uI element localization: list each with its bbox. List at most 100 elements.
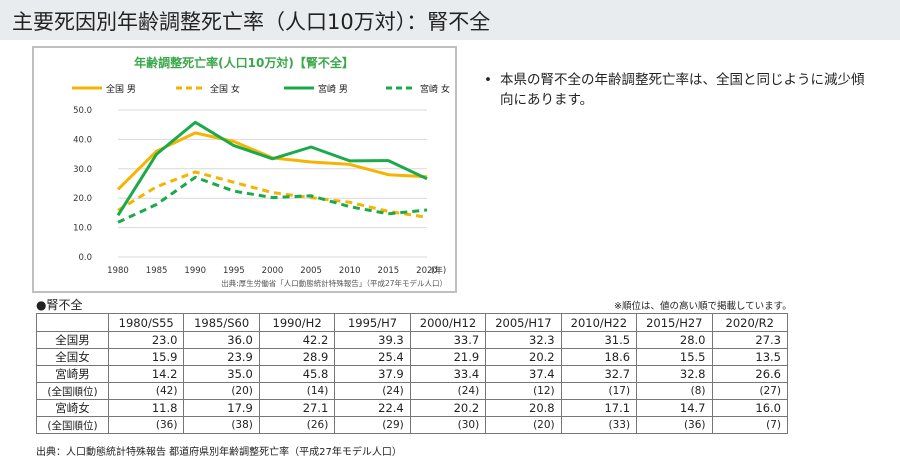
y-tick-label: 20.0 xyxy=(73,194,92,204)
table-row-label: (全国順位) xyxy=(36,382,109,400)
legend-label: 全国 女 xyxy=(210,83,240,95)
table-cell: (7) xyxy=(711,416,788,434)
table-header-cell xyxy=(36,313,109,332)
x-tick-label: 2010 xyxy=(339,266,361,276)
table-cell: (24) xyxy=(334,382,411,400)
x-tick-label: 1995 xyxy=(223,266,245,276)
table-row-label: 宮崎女 xyxy=(36,399,109,417)
table-header-cell: 2000/H12 xyxy=(409,313,487,332)
table-row: (全国順位) (42) (20) (14) (24) (24) (12) (17) (8) (27… xyxy=(36,382,788,400)
table-cell: 14.7 xyxy=(636,399,713,417)
summary-text: 本県の腎不全の年齢調整死亡率は、全国と同じように減少傾向にあります。 xyxy=(500,72,865,108)
line-chart: 年齢調整死亡率(人口10万対)【腎不全】全国 男 全国 女 宮崎 男 宮崎 女 50.0… xyxy=(72,55,450,288)
x-tick-label: 1990 xyxy=(184,266,206,276)
table-cell: 25.4 xyxy=(334,348,411,366)
table-cell: (20) xyxy=(485,416,562,434)
chart-title: 年齢調整死亡率(人口10万対)【腎不全】 xyxy=(134,55,354,70)
table-cell: (14) xyxy=(258,382,336,400)
table-header-cell: 1990/H2 xyxy=(258,313,336,332)
table-cell: 14.2 xyxy=(107,365,185,383)
series-line xyxy=(116,120,428,217)
chart-source: 出典:厚生労働省「人口動態統計特殊報告」（平成27年モデル人口） xyxy=(221,278,447,288)
table-cell: (36) xyxy=(636,416,713,434)
table-cell: (33) xyxy=(560,416,638,434)
x-tick-label: 2015 xyxy=(378,266,400,276)
legend-label: 宮崎 男 xyxy=(318,83,348,95)
title-bar: 主要死因別年齢調整死亡率（人口10万対）：腎不全 xyxy=(0,0,900,40)
table-section-label: ●腎不全 xyxy=(36,298,83,312)
y-tick-label: 30.0 xyxy=(73,165,92,175)
rank-note: ※順位は、値の高い順で掲載しています。 xyxy=(614,301,792,312)
table-row-label: (全国順位) xyxy=(36,416,109,434)
table-cell: 33.7 xyxy=(409,331,487,349)
table-cell: 45.8 xyxy=(258,365,336,383)
x-tick-label: 1985 xyxy=(146,266,168,276)
series-line xyxy=(117,175,428,224)
table-cell: 18.6 xyxy=(560,348,638,366)
table-cell: 36.0 xyxy=(183,331,260,349)
table-row: (全国順位) (36) (38) (26) (29) (30) (20) (33) (36) (7… xyxy=(36,416,788,434)
table-header-cell: 2020/R2 xyxy=(711,313,788,332)
table-cell: (8) xyxy=(636,382,713,400)
table-cell: (20) xyxy=(183,382,260,400)
table-row: 全国女 15.9 23.9 28.9 25.4 21.9 20.2 18.6 15.5 13.5 xyxy=(36,348,788,366)
table-header-cell: 2005/H17 xyxy=(485,313,562,332)
series-line xyxy=(117,170,428,219)
table-cell: 17.9 xyxy=(183,399,260,417)
table-row: 宮崎女 11.8 17.9 27.1 22.4 20.2 20.8 17.1 14.7 16.0 xyxy=(36,399,788,417)
table-cell: (17) xyxy=(560,382,638,400)
table-cell: 31.5 xyxy=(560,331,638,349)
y-tick-label: 40.0 xyxy=(73,135,92,145)
table-cell: 13.5 xyxy=(711,348,788,366)
table-cell: 33.4 xyxy=(409,365,487,383)
table-cell: 20.8 xyxy=(485,399,562,417)
table-cell: 39.3 xyxy=(334,331,411,349)
x-tick-label: 2000 xyxy=(262,266,284,276)
bullet-dot: • xyxy=(484,72,492,88)
table-cell: 16.0 xyxy=(711,399,788,417)
table-cell: 22.4 xyxy=(334,399,411,417)
page-title: 主要死因別年齢調整死亡率（人口10万対）：腎不全 xyxy=(12,10,491,34)
table-cell: (42) xyxy=(107,382,185,400)
table-cell: (24) xyxy=(409,382,487,400)
table-header-cell: 2015/H27 xyxy=(636,313,713,332)
table-header-cell: 1980/S55 xyxy=(107,313,185,332)
table-cell: (29) xyxy=(334,416,411,434)
table-cell: 37.9 xyxy=(334,365,411,383)
legend-label: 宮崎 女 xyxy=(420,83,450,95)
x-tick-label: 1980 xyxy=(107,266,129,276)
y-tick-label: 10.0 xyxy=(73,224,92,234)
table-cell: (27) xyxy=(711,382,788,400)
table-cell: 32.8 xyxy=(636,365,713,383)
table-cell: 27.1 xyxy=(258,399,336,417)
table-row-label: 全国女 xyxy=(36,348,109,366)
table-cell: (36) xyxy=(107,416,185,434)
table-cell: 15.5 xyxy=(636,348,713,366)
table-row: 宮崎男 14.2 35.0 45.8 37.9 33.4 37.4 32.7 32.8 26.6 xyxy=(36,365,788,383)
table-cell: 26.6 xyxy=(711,365,788,383)
table-cell: 27.3 xyxy=(711,331,788,349)
table-header-cell: 1985/S60 xyxy=(183,313,260,332)
table-cell: 23.0 xyxy=(107,331,185,349)
table-header-cell: 1995/H7 xyxy=(334,313,411,332)
table-cell: 28.0 xyxy=(636,331,713,349)
table-row: 全国男 23.0 36.0 42.2 39.3 33.7 32.3 31.5 28.0 27.3 xyxy=(36,331,788,349)
y-tick-label: 50.0 xyxy=(73,106,92,116)
table-cell: 17.1 xyxy=(560,399,638,417)
x-tick-label: 2005 xyxy=(300,266,322,276)
y-tick-label: 0.0 xyxy=(78,253,92,263)
x-tick-label: 2020 xyxy=(416,266,438,276)
chart-frame: 年齢調整死亡率(人口10万対)【腎不全】全国 男 全国 女 宮崎 男 宮崎 女 50.0… xyxy=(32,46,457,293)
table-cell: 11.8 xyxy=(107,399,185,417)
table-cell: 21.9 xyxy=(409,348,487,366)
table-row-label: 宮崎男 xyxy=(36,365,109,383)
legend-label: 全国 男 xyxy=(106,83,136,95)
source-footer: 出典：人口動態統計特殊報告 都道府県別年齢調整死亡率（平成27年モデル人口） xyxy=(36,447,402,458)
table-cell: (12) xyxy=(485,382,562,400)
table-cell: 32.7 xyxy=(560,365,638,383)
table-cell: 37.4 xyxy=(485,365,562,383)
table-header-cell: 2010/H22 xyxy=(560,313,638,332)
data-table: 1980/S55 1985/S60 1990/H2 1995/H7 2000/H… xyxy=(36,313,788,434)
table-cell: 15.9 xyxy=(107,348,185,366)
table-cell: (38) xyxy=(183,416,260,434)
